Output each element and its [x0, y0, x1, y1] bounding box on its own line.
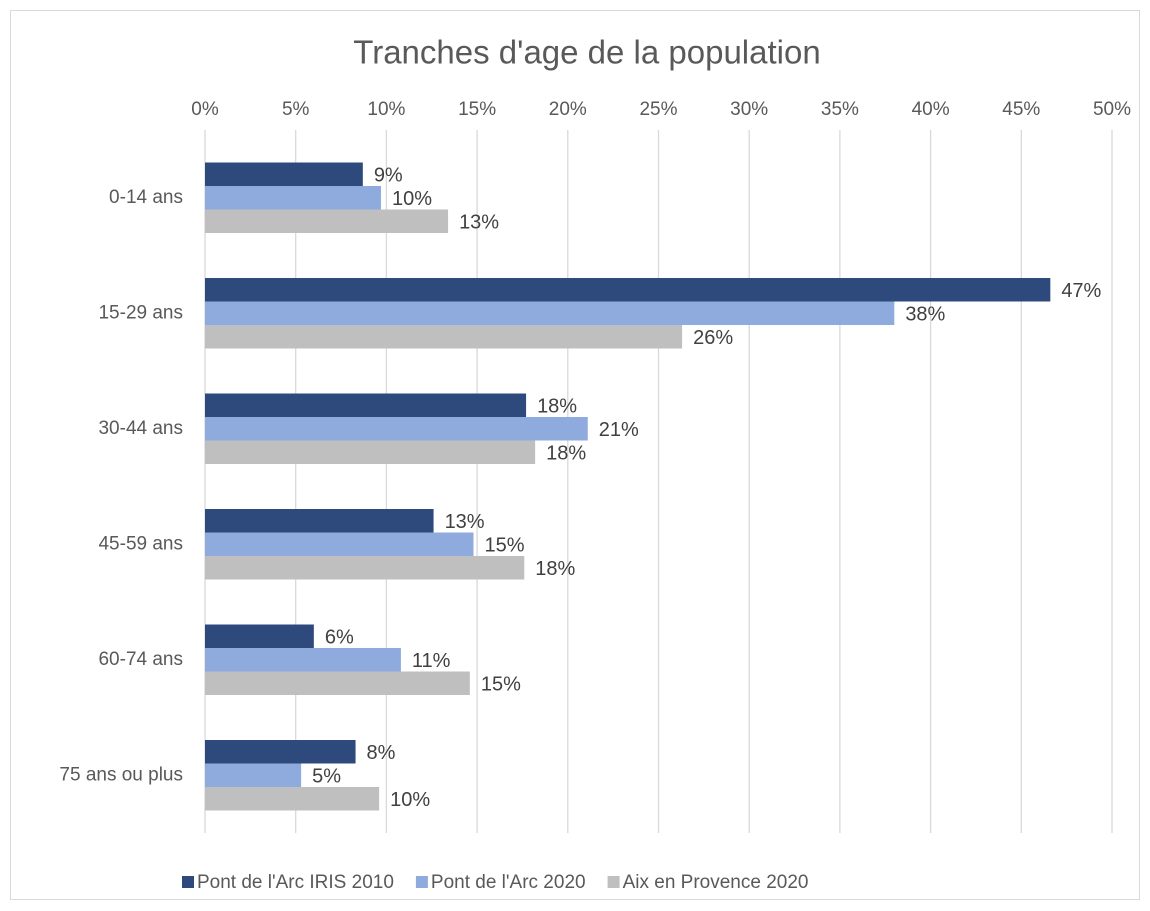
x-tick-label: 40% [912, 99, 950, 120]
bar [205, 393, 527, 417]
x-tick-label: 15% [458, 99, 496, 120]
data-label: 38% [905, 304, 945, 326]
x-tick-label: 20% [549, 99, 587, 120]
data-label: 8% [367, 742, 396, 764]
x-tick-label: 45% [1002, 99, 1040, 120]
x-tick-label: 0% [191, 99, 219, 120]
data-label: 5% [312, 766, 341, 788]
legend-label: Pont de l'Arc 2020 [431, 872, 586, 893]
y-tick-label: 45-59 ans [98, 533, 183, 554]
bar [205, 740, 356, 764]
data-label: 13% [445, 511, 485, 533]
bar [205, 162, 363, 186]
bar [205, 763, 302, 787]
legend-label: Aix en Provence 2020 [623, 872, 809, 893]
data-label: 18% [535, 558, 575, 580]
data-label: 18% [546, 443, 586, 465]
bar [205, 624, 314, 648]
bar [205, 556, 525, 580]
data-label: 10% [392, 188, 432, 210]
y-tick-label: 0-14 ans [109, 187, 183, 208]
bar [205, 440, 536, 464]
bar [205, 787, 380, 811]
bar [205, 671, 470, 695]
x-tick-label: 25% [639, 99, 677, 120]
bar [205, 532, 474, 556]
x-tick-label: 30% [730, 99, 768, 120]
data-label: 6% [325, 627, 354, 649]
legend-swatch [415, 876, 428, 888]
data-label: 11% [412, 650, 451, 672]
y-tick-label: 15-29 ans [98, 302, 183, 323]
bar [205, 648, 401, 672]
bar [205, 301, 895, 325]
bar [205, 417, 588, 441]
x-tick-label: 50% [1093, 99, 1131, 120]
data-label: 9% [374, 165, 403, 187]
legend-label: Pont de l'Arc IRIS 2010 [197, 872, 394, 893]
chart-title: Tranches d'age de la population [353, 34, 820, 71]
data-label: 18% [537, 396, 577, 418]
data-label: 26% [693, 327, 733, 349]
x-tick-label: 35% [821, 99, 859, 120]
data-label: 21% [599, 419, 639, 441]
legend-swatch [607, 876, 620, 888]
y-tick-label: 30-44 ans [98, 418, 183, 439]
legend-swatch [182, 876, 194, 888]
data-label: 15% [484, 535, 524, 557]
data-label: 13% [459, 212, 499, 234]
x-tick-label: 10% [367, 99, 405, 120]
data-label: 15% [481, 674, 521, 696]
x-tick-label: 5% [282, 99, 310, 120]
bar [205, 325, 683, 349]
bar [205, 186, 381, 210]
y-tick-label: 75 ans ou plus [59, 764, 183, 785]
data-label: 47% [1061, 280, 1101, 302]
data-label: 10% [390, 789, 430, 811]
bar [205, 509, 434, 533]
chart-border [10, 10, 1140, 900]
bar [205, 278, 1051, 302]
y-tick-label: 60-74 ans [98, 649, 183, 670]
bar [205, 209, 449, 233]
